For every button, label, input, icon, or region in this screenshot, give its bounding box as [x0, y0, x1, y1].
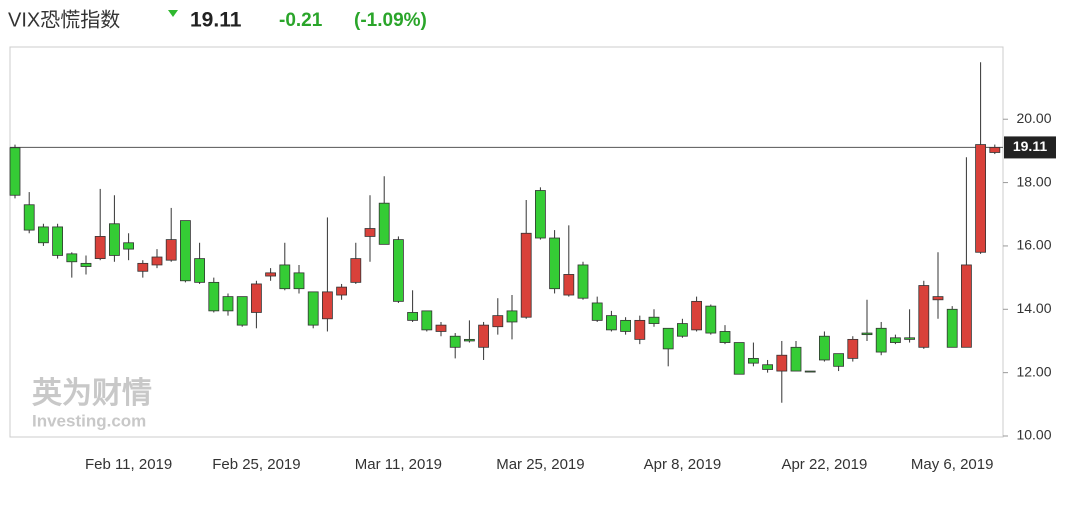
candle-body: [847, 338, 859, 359]
candle-body: [662, 327, 674, 350]
x-tick-label: Mar 11, 2019: [355, 456, 442, 473]
header-change: -0.21: [279, 10, 323, 31]
candle-body: [52, 226, 63, 256]
candle-body: [918, 285, 930, 348]
y-tick-label: 20.00: [1016, 110, 1051, 126]
candle-body: [449, 335, 461, 348]
candle-body: [776, 354, 788, 372]
last-price-box: [1004, 136, 1056, 159]
candle-body: [94, 236, 106, 260]
candle-body: [577, 264, 589, 299]
candle-body: [109, 223, 120, 256]
candle-body: [23, 204, 35, 231]
candle-body: [407, 312, 419, 321]
y-tick-label: 10.00: [1016, 427, 1051, 443]
candle-body: [9, 147, 21, 196]
candle-body: [421, 310, 433, 331]
candle-body: [38, 226, 49, 244]
candle-body: [975, 144, 986, 253]
candle-body: [265, 272, 277, 277]
down-arrow-icon: [168, 10, 178, 17]
candle-body: [677, 323, 688, 337]
candle-body: [123, 242, 134, 250]
x-tick-label: May 6, 2019: [911, 456, 994, 473]
candle-body: [648, 316, 660, 324]
candle-body: [961, 264, 972, 348]
candle-body: [691, 300, 702, 331]
chart-title: VIX恐慌指数: [8, 8, 120, 31]
candle-body: [634, 319, 646, 340]
candle-body: [151, 256, 163, 266]
candle-body: [535, 190, 546, 239]
header-change-percent: (-1.09%): [354, 10, 427, 31]
candle-body: [307, 291, 319, 326]
header-price: 19.11: [190, 9, 242, 32]
candle-body: [222, 296, 234, 312]
candle-body: [80, 262, 92, 267]
y-tick-label: 18.00: [1016, 173, 1051, 189]
y-tick-label: 12.00: [1016, 363, 1051, 379]
candle-body: [364, 228, 376, 237]
candle-body: [904, 337, 915, 340]
candle-body: [748, 357, 759, 364]
watermark-en: Investing.com: [32, 411, 146, 430]
plot-frame: [9, 46, 1004, 438]
last-price-label: 19.11: [1013, 138, 1047, 154]
candle-body: [208, 281, 220, 312]
candle-body: [321, 291, 333, 320]
candle-body: [137, 262, 149, 272]
candle-body: [804, 370, 816, 373]
candle-body: [733, 342, 745, 375]
candle-body: [463, 338, 475, 342]
y-tick-label: 14.00: [1016, 300, 1051, 316]
candle-body: [620, 319, 631, 332]
y-tick-label: 16.00: [1016, 237, 1051, 253]
candle-body: [492, 315, 504, 328]
candle-body: [435, 324, 447, 332]
candle-body: [819, 335, 830, 361]
candle-body: [762, 364, 773, 370]
watermark-cn: 英为财情: [32, 377, 152, 410]
candle-body: [336, 286, 348, 296]
candle-body: [179, 220, 191, 282]
candle-body: [520, 232, 532, 318]
candle-body: [705, 305, 717, 334]
candle-body: [250, 283, 262, 313]
x-tick-label: Apr 22, 2019: [781, 456, 867, 473]
candle-body: [606, 315, 617, 331]
candle-body: [478, 324, 490, 348]
x-tick-label: Feb 11, 2019: [85, 456, 172, 473]
candle-body: [563, 274, 575, 296]
candle-body: [875, 327, 887, 353]
candle-body: [165, 239, 177, 261]
candle-body: [378, 202, 390, 245]
candle-body: [833, 353, 844, 367]
candle-body: [236, 296, 248, 326]
candle-body: [279, 264, 291, 290]
candle-body: [946, 308, 958, 348]
candle-body: [719, 331, 731, 343]
candle-body: [66, 253, 78, 263]
x-tick-label: Feb 25, 2019: [212, 456, 300, 473]
x-tick-label: Mar 25, 2019: [496, 456, 584, 473]
candle-body: [591, 302, 603, 321]
candle-body: [392, 239, 404, 302]
x-tick-label: Apr 8, 2019: [644, 456, 722, 473]
candle-body: [790, 346, 802, 372]
candle-body: [861, 332, 873, 336]
candle-body: [194, 258, 206, 283]
candle-body: [506, 310, 518, 323]
candle-body: [989, 147, 1001, 153]
candle-body: [293, 272, 305, 290]
candle-body: [890, 337, 901, 343]
candle-body: [549, 237, 560, 290]
candle-body: [350, 258, 362, 283]
candle-body: [932, 296, 944, 301]
